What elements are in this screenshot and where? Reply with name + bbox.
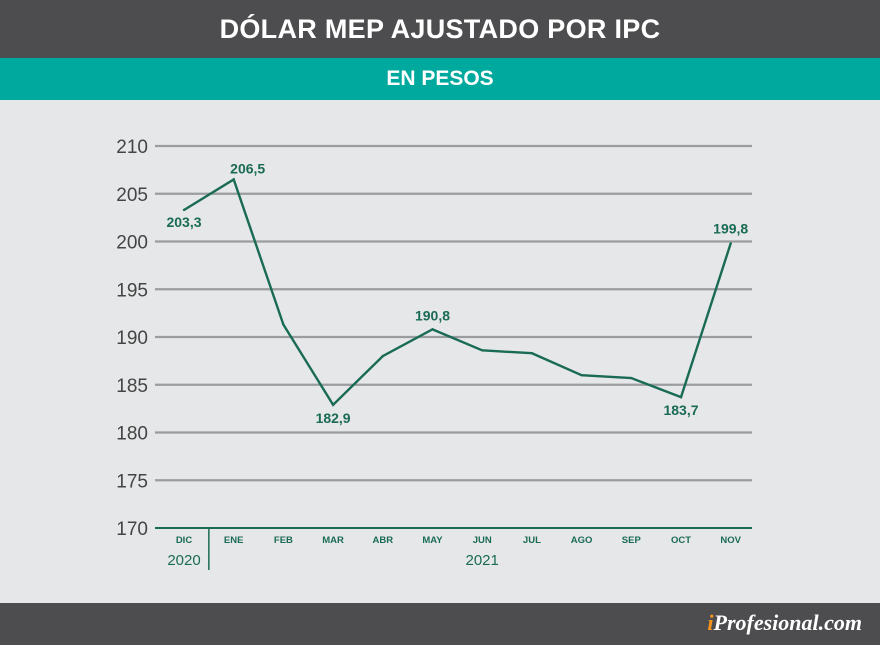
- year-label: 2021: [466, 552, 499, 569]
- series-line: [183, 177, 732, 407]
- chart-title-bar: DÓLAR MEP AJUSTADO POR IPC: [0, 0, 880, 58]
- x-tick-label: JUN: [473, 535, 492, 546]
- y-tick-label: 190: [116, 328, 148, 349]
- x-tick-label: MAY: [422, 535, 443, 546]
- data-point: [729, 242, 732, 245]
- chart-area: 210 205 200 195 190 185 180 175 170 DIC ENE FEB MAR A…: [0, 100, 880, 603]
- brand-logo[interactable]: iProfesional.com: [707, 610, 862, 635]
- x-tick-label: NOV: [720, 535, 741, 546]
- data-point: [282, 323, 285, 326]
- data-point: [331, 403, 335, 407]
- data-label: 199,8: [713, 220, 748, 236]
- x-tick-label: FEB: [274, 535, 293, 546]
- y-tick-label: 175: [116, 471, 148, 492]
- data-point: [182, 208, 186, 212]
- data-point: [679, 395, 683, 399]
- x-tick-label: JUL: [523, 535, 541, 546]
- data-point: [530, 352, 534, 355]
- data-point: [381, 354, 384, 358]
- data-point: [431, 328, 434, 331]
- data-point: [232, 178, 235, 181]
- data-label: 203,3: [166, 214, 201, 230]
- chart-subtitle-bar: EN PESOS: [0, 58, 880, 100]
- y-tick-label: 210: [116, 137, 148, 158]
- y-tick-label: 205: [116, 185, 148, 206]
- data-point: [630, 376, 633, 380]
- data-label: 182,9: [316, 410, 351, 426]
- x-tick-label: AGO: [571, 535, 593, 546]
- x-tick-label: MAR: [322, 535, 344, 546]
- year-label: 2020: [167, 552, 200, 569]
- y-tick-label: 195: [116, 280, 148, 301]
- x-tick-label: ABR: [373, 535, 394, 546]
- y-tick-label: 185: [116, 376, 148, 397]
- data-label: 190,8: [415, 307, 450, 323]
- y-tick-label: 180: [116, 424, 148, 445]
- y-tick-label: 170: [116, 519, 148, 540]
- line-chart: 210 205 200 195 190 185 180 175 170 DIC ENE FEB MAR A…: [116, 137, 752, 570]
- footer-bar: iProfesional.com: [0, 603, 880, 645]
- chart-subtitle: EN PESOS: [386, 67, 494, 90]
- y-tick-label: 200: [116, 233, 148, 254]
- data-label: 206,5: [230, 160, 265, 176]
- x-tick-label: ENE: [224, 535, 244, 546]
- chart-title: DÓLAR MEP AJUSTADO POR IPC: [219, 13, 661, 44]
- data-point: [481, 349, 484, 352]
- x-tick-label: OCT: [671, 535, 691, 546]
- x-tick-label: SEP: [622, 535, 642, 546]
- data-point: [580, 374, 583, 377]
- data-label: 183,7: [663, 402, 698, 418]
- x-tick-label: DIC: [176, 535, 193, 546]
